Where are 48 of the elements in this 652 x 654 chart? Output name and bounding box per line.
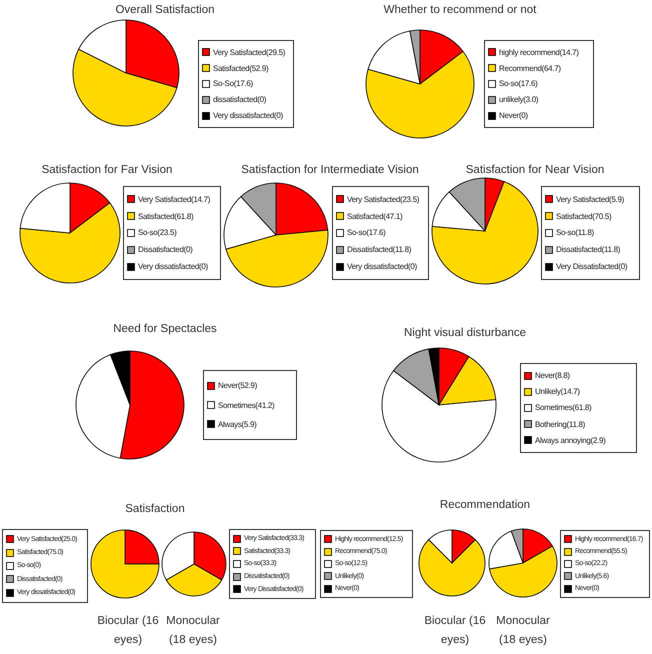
legend-label: Unlikely(14.7) xyxy=(535,387,580,396)
legend-label: Very Dissatisfacted(0) xyxy=(556,262,628,272)
legend-label: So-so(11.8) xyxy=(556,228,594,238)
legend-label: Never(8.8) xyxy=(535,371,570,380)
legend-label: Never(0) xyxy=(499,111,528,120)
legend-label: Very Satisfacted(14.7) xyxy=(138,194,210,204)
legend-label: Sometimes(61.8) xyxy=(535,403,592,412)
chart-title: Satisfaction for Intermediate Vision xyxy=(240,164,420,176)
chart-title: Whether to recommend or not xyxy=(382,4,538,16)
legend-label: Sometimes(41.2) xyxy=(218,400,274,410)
legend-label: So-so(17.6) xyxy=(347,228,386,238)
legend-label: Always annoying(2.9) xyxy=(535,436,606,445)
chart-title: Satisfaction xyxy=(124,503,186,515)
legend-label: Very dissatisfacted(0) xyxy=(213,111,283,120)
legend-label: unlikely(3.0) xyxy=(499,95,538,104)
legend-label: Satisfacted(52.9) xyxy=(213,64,268,73)
text: Biocular (16 eyes) xyxy=(96,614,160,648)
legend-label: Recommend(64.7) xyxy=(499,64,561,73)
legend-label: Satisfacted(70.5) xyxy=(556,212,612,221)
legend-label: Very Satisfacted(5.9) xyxy=(556,194,624,204)
legend-label: Dissatisfacted(0) xyxy=(138,245,192,254)
chart-title: Recommendation xyxy=(438,499,532,511)
chart-title: Overall Satisfaction xyxy=(114,4,216,16)
chart-title: Need for Spectacles xyxy=(112,323,218,335)
text: Monocular (18 eyes) xyxy=(165,614,221,648)
legend-label: Very dissatisfacted(0) xyxy=(138,262,208,272)
text: Biocular (16 eyes) xyxy=(423,614,487,648)
chart-title: Satisfaction for Near Vision xyxy=(466,164,604,176)
legend-label: So-So(17.6) xyxy=(213,79,253,88)
legend-label: Dissatisfacted(11.8) xyxy=(556,245,620,254)
legend-label: So-so(17.6) xyxy=(499,79,538,88)
legend-label: Very Satisfacted(29.5) xyxy=(213,48,286,57)
legend-label: Satisfacted(61.8) xyxy=(138,212,194,221)
legend-label: Dissatisfacted(11.8) xyxy=(347,245,412,254)
pie-slice xyxy=(432,181,538,284)
chart-title: Night visual disturbance xyxy=(402,327,528,339)
legend-label: Very Satisfacted(23.5) xyxy=(347,194,420,204)
legend-label: Never(52.9) xyxy=(218,381,257,390)
legend-label: Bothering(11.8) xyxy=(535,420,586,429)
text: Monocular (18 eyes) xyxy=(495,614,551,648)
chart-title: Satisfaction for Far Vision xyxy=(40,164,174,176)
legend-label: highly recommend(14.7) xyxy=(499,48,579,57)
legend-label: dissatisfacted(0) xyxy=(213,95,266,104)
legend-label: So-so(23.5) xyxy=(138,228,176,238)
legend-label: Always(5.9) xyxy=(218,420,256,429)
legend-label: Satisfacted(47.1) xyxy=(347,212,402,221)
pie-slice xyxy=(90,530,160,598)
legend-label: Very dissatisfacted(0) xyxy=(347,262,417,272)
